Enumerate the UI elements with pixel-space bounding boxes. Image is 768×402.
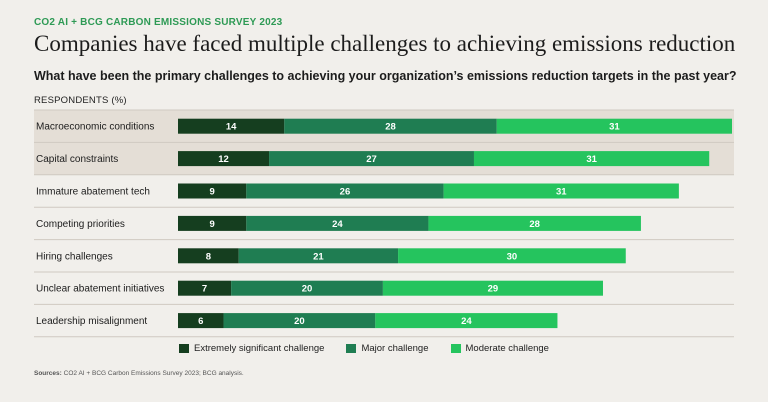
- category-label: Competing priorities: [36, 219, 125, 230]
- data-label: 6: [198, 316, 203, 327]
- data-label: 7: [202, 284, 207, 295]
- legend-label-moderate: Moderate challenge: [465, 343, 549, 354]
- bar-segment: [428, 215, 641, 231]
- data-label: 24: [332, 219, 343, 230]
- source-note: Sources: CO2 AI + BCG Carbon Emissions S…: [34, 370, 244, 377]
- legend-item-moderate: Moderate challenge: [450, 343, 549, 354]
- data-label: 30: [507, 251, 518, 262]
- data-label: 14: [226, 122, 237, 133]
- legend-label-major: Major challenge: [361, 343, 429, 354]
- data-label: 20: [294, 316, 305, 327]
- bar-segment: [284, 118, 497, 134]
- data-label: 27: [366, 154, 377, 165]
- source-text: CO2 AI + BCG Carbon Emissions Survey 202…: [63, 370, 244, 377]
- data-label: 9: [210, 219, 215, 230]
- bar-segment: [178, 215, 247, 231]
- bar-segment: [443, 183, 679, 199]
- bar-segment: [178, 313, 224, 329]
- legend-swatch-major: [346, 344, 357, 353]
- legend-swatch-extreme: [179, 344, 189, 353]
- data-label: 8: [206, 251, 211, 262]
- bar-segment: [178, 280, 232, 296]
- bar-segment: [496, 118, 732, 134]
- bar-segment: [269, 151, 474, 167]
- unit-label: RESPONDENTS (%): [34, 95, 127, 106]
- legend: Extremely significant challenge Major ch…: [179, 343, 549, 354]
- source-label: Sources:: [34, 370, 62, 377]
- bar-segment: [246, 183, 444, 199]
- data-label: 31: [556, 187, 567, 198]
- bar-segment: [473, 151, 710, 167]
- data-label: 21: [313, 251, 324, 262]
- chart-title: Companies have faced multiple challenges…: [34, 31, 736, 56]
- legend-swatch-moderate: [450, 344, 461, 353]
- bar-segment: [398, 248, 626, 264]
- bar-segment: [178, 183, 247, 199]
- bar-segment: [238, 248, 399, 264]
- category-label: Immature abatement tech: [36, 187, 150, 198]
- data-label: 31: [586, 154, 597, 165]
- bar-segment: [223, 313, 376, 329]
- data-label: 12: [218, 154, 229, 165]
- category-label: Capital constraints: [36, 154, 118, 165]
- bar-segment: [178, 118, 285, 134]
- data-label: 26: [340, 187, 351, 198]
- data-label: 20: [302, 284, 313, 295]
- legend-item-extreme: Extremely significant challenge: [179, 343, 324, 354]
- bar-segment: [178, 151, 270, 167]
- data-label: 31: [609, 122, 620, 133]
- chart-kicker: CO2 AI + BCG CARBON EMISSIONS SURVEY 202…: [34, 17, 283, 28]
- legend-item-major: Major challenge: [346, 343, 429, 354]
- data-label: 24: [461, 316, 472, 327]
- data-label: 28: [529, 219, 540, 230]
- bar-segment: [382, 280, 603, 296]
- legend-label-extreme: Extremely significant challenge: [194, 343, 325, 354]
- bar-segment: [375, 313, 558, 329]
- data-label: 9: [210, 187, 215, 198]
- category-label: Leadership misalignment: [36, 316, 147, 327]
- bar-segment: [231, 280, 383, 296]
- category-label: Macroeconomic conditions: [36, 122, 154, 133]
- bar-segment: [178, 248, 239, 264]
- category-label: Hiring challenges: [36, 251, 113, 262]
- data-label: 28: [385, 122, 396, 133]
- bar-segment: [246, 215, 429, 231]
- data-label: 29: [488, 284, 499, 295]
- survey-question: What have been the primary challenges to…: [34, 69, 737, 83]
- category-label: Unclear abatement initiatives: [36, 284, 164, 295]
